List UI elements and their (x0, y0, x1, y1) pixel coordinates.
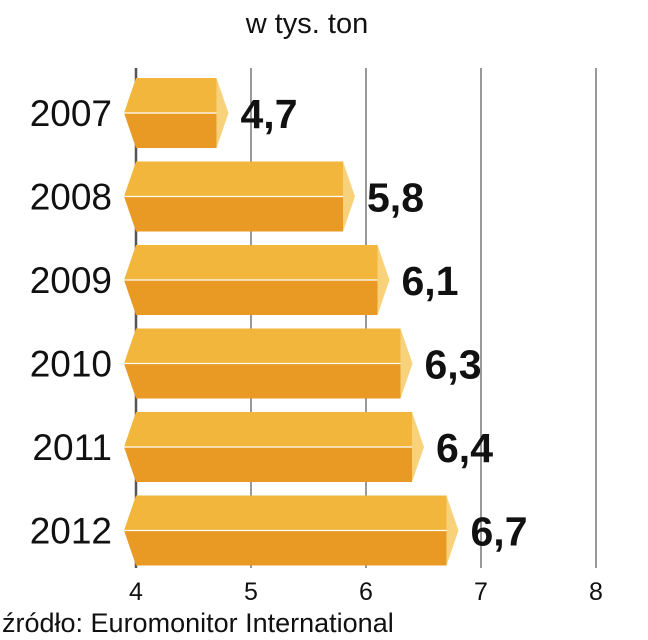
x-axis: 4 5 6 7 8 (129, 578, 603, 606)
x-tick-6: 6 (359, 578, 373, 606)
category-label-2008: 2008 (30, 177, 112, 218)
bar-2008-end (343, 161, 355, 232)
bars: 2007 4,7 2008 5,8 2009 6,1 2010 6,3 2011 6,4 2012 6… (30, 78, 528, 566)
bar-2009-top (124, 245, 378, 280)
value-label-2008: 5,8 (367, 175, 424, 221)
x-tick-4: 4 (129, 578, 143, 606)
bar-2010-top (124, 328, 401, 364)
source-note: źródło: Euromonitor International (2, 608, 394, 638)
bar-2010-end (400, 328, 413, 399)
gridlines (134, 68, 597, 568)
bar-2011-bottom (124, 447, 412, 482)
bar-2009 (124, 245, 390, 315)
bar-2008-top (124, 161, 343, 197)
category-label-2009: 2009 (30, 260, 112, 301)
bar-2008 (124, 161, 355, 232)
value-label-2012: 6,7 (471, 509, 528, 555)
bar-2011-end (412, 412, 424, 482)
bar-2012 (124, 495, 459, 566)
x-tick-7: 7 (474, 578, 488, 606)
bar-2007 (124, 78, 229, 148)
bar-2012-end (446, 495, 459, 566)
bar-2009-end (377, 245, 390, 315)
bar-2012-bottom (124, 530, 447, 566)
bar-2008-bottom (124, 196, 343, 232)
value-label-2009: 6,1 (402, 258, 459, 304)
chart-subtitle: w tys. ton (245, 8, 369, 40)
value-label-2011: 6,4 (436, 425, 493, 471)
bar-2007-bottom (124, 113, 217, 148)
bar-2011 (124, 412, 424, 482)
bar-2010 (124, 328, 413, 399)
x-tick-8: 8 (589, 578, 603, 606)
category-label-2012: 2012 (30, 511, 112, 552)
bar-2012-top (124, 495, 447, 531)
x-tick-5: 5 (244, 578, 258, 606)
category-label-2011: 2011 (32, 427, 112, 468)
category-label-2007: 2007 (30, 93, 112, 134)
value-label-2010: 6,3 (425, 342, 482, 388)
bar-2007-end (216, 78, 229, 148)
bar-2011-top (124, 412, 412, 447)
category-label-2010: 2010 (30, 344, 112, 385)
bar-2009-bottom (124, 280, 378, 315)
value-label-2007: 4,7 (241, 91, 298, 137)
bar-2007-top (124, 78, 217, 113)
bar-2010-bottom (124, 363, 401, 399)
